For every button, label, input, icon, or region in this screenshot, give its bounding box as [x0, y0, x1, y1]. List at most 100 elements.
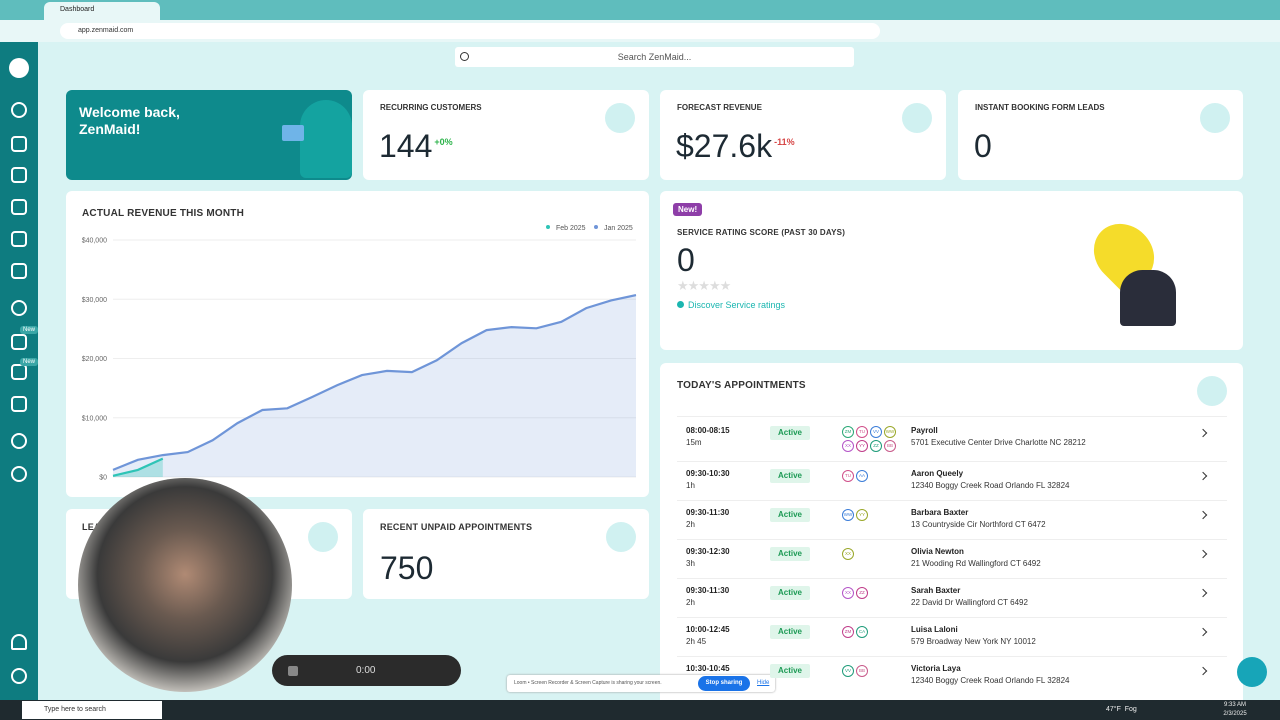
customer-address: 21 Wooding Rd Wallingford CT 6492	[911, 559, 1041, 568]
nav-settings[interactable]	[11, 668, 27, 684]
staff-avatar: ZZ	[870, 440, 882, 452]
appointments-card	[660, 363, 1243, 708]
staff-avatar: ZM	[842, 626, 854, 638]
y-tick-label: $0	[99, 475, 107, 482]
row-divider	[677, 539, 1227, 540]
stop-button[interactable]	[288, 666, 298, 676]
search-placeholder[interactable]: Search ZenMaid...	[617, 52, 692, 62]
recorder-time: 0:00	[356, 665, 376, 676]
staff-avatar: CA	[856, 626, 868, 638]
staff-avatar: WW	[884, 426, 896, 438]
stop-sharing-button[interactable]: Stop sharing	[698, 676, 750, 691]
staff-avatar: XX	[842, 548, 854, 560]
rating-score: 0	[677, 242, 695, 278]
status-badge[interactable]: Active	[770, 664, 810, 678]
line	[112, 457, 164, 477]
stat-change: +0%	[434, 137, 453, 147]
new-badge: New	[20, 326, 39, 334]
row-divider	[677, 656, 1227, 657]
hide-link[interactable]: Hide	[757, 680, 770, 686]
unpaid-label: RECENT UNPAID APPOINTMENTS	[380, 522, 533, 532]
customer-name[interactable]: Sarah Baxter	[911, 586, 961, 595]
stat-icon	[605, 103, 635, 133]
status-badge[interactable]: Active	[770, 426, 810, 440]
staff-avatar: AA	[856, 470, 868, 482]
staff-avatar: XX	[842, 587, 854, 599]
customer-name[interactable]: Aaron Queely	[911, 469, 964, 478]
chat-button[interactable]	[1237, 657, 1267, 687]
appointment-duration: 2h	[686, 598, 695, 607]
staff-avatar: ZZ	[856, 587, 868, 599]
staff-avatar: XX	[842, 440, 854, 452]
stat-card	[363, 90, 649, 180]
status-badge[interactable]: Active	[770, 586, 810, 600]
staff-avatar: VV	[842, 665, 854, 677]
nav-reports[interactable]	[11, 396, 27, 412]
nav-wallet[interactable]	[11, 334, 27, 350]
taskbar-search-text[interactable]: Type here to search	[44, 706, 106, 713]
recorder-controls	[272, 655, 461, 686]
chart-title: ACTUAL REVENUE THIS MONTH	[82, 208, 245, 219]
nav-notifications[interactable]	[11, 634, 27, 650]
legend-label: Jan 2025	[604, 225, 633, 232]
nav-customers[interactable]	[11, 167, 27, 183]
y-tick-label: $30,000	[82, 297, 107, 304]
taskbar	[0, 700, 1280, 720]
loom-text: Loom • Screen Recorder & Screen Capture …	[514, 680, 662, 686]
nav-ideas[interactable]	[11, 466, 27, 482]
staff-avatar: BB	[856, 665, 868, 677]
nav-checklist[interactable]	[11, 364, 27, 380]
welcome-title: Welcome back, ZenMaid!	[79, 104, 180, 137]
status-badge[interactable]: Active	[770, 469, 810, 483]
legend-swatch	[594, 225, 598, 229]
rating-link[interactable]: Discover Service ratings	[688, 300, 786, 310]
nav-employees[interactable]	[11, 199, 27, 215]
line	[112, 294, 637, 471]
stat-label: INSTANT BOOKING FORM LEADS	[975, 103, 1105, 112]
status-badge[interactable]: Active	[770, 508, 810, 522]
customer-name[interactable]: Luisa Laloni	[911, 625, 958, 634]
url[interactable]: app.zenmaid.com	[78, 27, 134, 34]
unpaid-value: 750	[380, 550, 434, 586]
person-illustration	[1120, 270, 1176, 326]
appointments-icon	[1197, 376, 1227, 406]
taskbar-search[interactable]	[22, 701, 162, 719]
tab-title[interactable]: Dashboard	[60, 6, 95, 13]
search-box[interactable]	[455, 47, 854, 67]
area	[113, 295, 636, 477]
customer-name[interactable]: Barbara Baxter	[911, 508, 969, 517]
nav-inbox[interactable]	[11, 263, 27, 279]
appointment-time: 09:30-10:30	[686, 469, 730, 478]
status-badge[interactable]: Active	[770, 547, 810, 561]
logo[interactable]	[9, 58, 29, 78]
stat-label: FORECAST REVENUE	[677, 103, 762, 112]
nav-calendar[interactable]	[11, 136, 27, 152]
status-badge[interactable]: Active	[770, 625, 810, 639]
new-badge: New!	[673, 203, 703, 216]
tab[interactable]	[44, 2, 160, 20]
leads-label: LEA	[82, 522, 101, 532]
staff-avatar: WW	[842, 509, 854, 521]
unpaid-icon	[606, 522, 636, 552]
customer-name[interactable]: Payroll	[911, 426, 938, 435]
url-field[interactable]	[60, 23, 880, 39]
nav-partners[interactable]	[11, 433, 27, 449]
row-divider	[677, 416, 1227, 417]
legend-label: Feb 2025	[556, 225, 586, 232]
stars: ★★★★★	[677, 278, 731, 293]
row-divider	[677, 500, 1227, 501]
nav-chat[interactable]	[11, 300, 27, 316]
nav-dashboard[interactable]	[11, 102, 27, 118]
appointment-time: 10:30-10:45	[686, 664, 730, 673]
stat-value: 144	[379, 128, 433, 164]
customer-name[interactable]: Olivia Newton	[911, 547, 964, 556]
rating-title: SERVICE RATING SCORE (PAST 30 DAYS)	[677, 228, 846, 237]
customer-address: 579 Broadway New York NY 10012	[911, 637, 1036, 646]
customer-name[interactable]: Victoria Laya	[911, 664, 961, 673]
nav-invoices[interactable]	[11, 231, 27, 247]
stat-value: 0	[974, 128, 992, 164]
stat-value: $27.6k	[676, 128, 773, 164]
y-tick-label: $40,000	[82, 238, 107, 245]
stat-card	[958, 90, 1243, 180]
